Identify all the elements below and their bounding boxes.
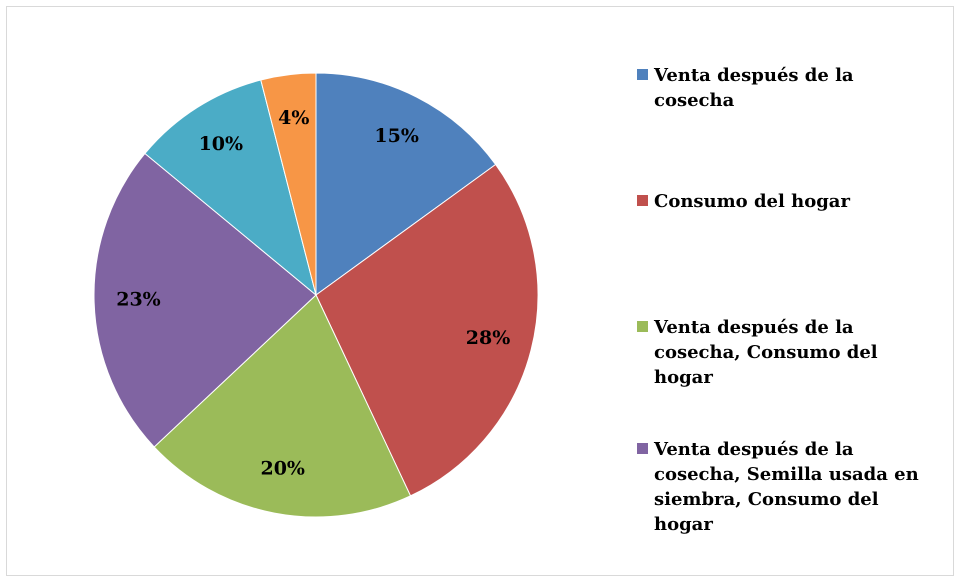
legend-entry: Venta después de la cosecha, Semilla usa… — [637, 437, 937, 537]
legend-swatch — [637, 195, 648, 206]
data-label: 10% — [199, 133, 244, 155]
legend-label: Venta después de la cosecha, Semilla usa… — [654, 439, 919, 535]
legend-label: Consumo del hogar — [654, 191, 850, 212]
pie-slice — [153, 294, 412, 518]
data-label: 28% — [466, 327, 511, 349]
legend-entry: Venta después de la cosecha — [637, 63, 937, 113]
chart-frame — [6, 6, 954, 576]
pie-slice — [93, 152, 317, 448]
legend-swatch — [637, 443, 648, 454]
legend-label: Venta después de la cosecha — [654, 65, 854, 111]
data-label: 15% — [374, 125, 419, 147]
data-label: 23% — [116, 289, 161, 311]
pie-slice — [315, 163, 539, 497]
pie-slice — [260, 72, 317, 296]
legend-entry: Consumo del hogar — [637, 189, 937, 214]
pie-slice — [315, 72, 497, 296]
data-label: 20% — [260, 457, 305, 479]
legend-swatch — [637, 69, 648, 80]
legend-swatch — [637, 321, 648, 332]
legend-entry: Venta después de la cosecha, Consumo del… — [637, 315, 937, 390]
pie-slice — [144, 79, 317, 297]
data-label: 4% — [278, 107, 309, 129]
legend-label: Venta después de la cosecha, Consumo del… — [654, 317, 878, 388]
